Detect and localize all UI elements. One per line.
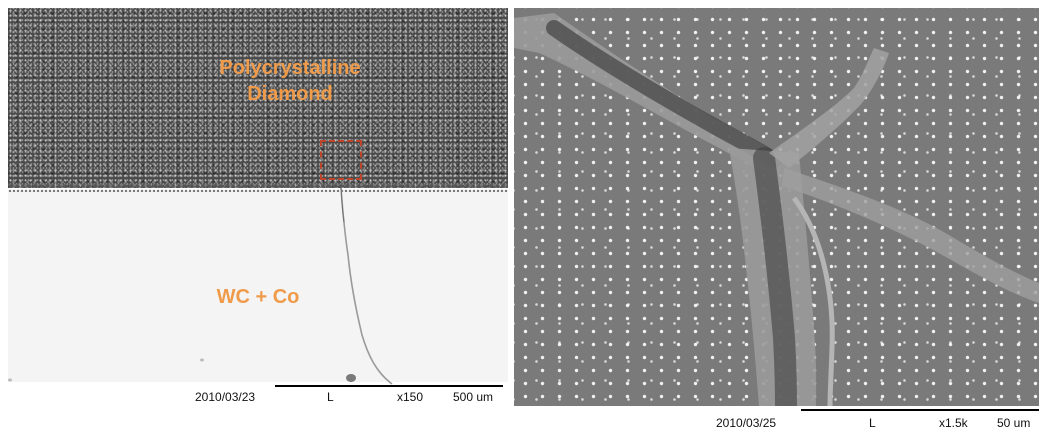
pcd-substrate-micrograph: Polycrystalline Diamond WC + Co 2010/03/… [0, 0, 510, 435]
scale-length: 50 um [997, 416, 1031, 430]
sem-detail-micrograph: 2010/03/25 L x1.5k 50 um [514, 0, 1039, 435]
right-scale-bar: 2010/03/25 L x1.5k 50 um [514, 406, 1039, 435]
scale-magnification: x150 [397, 390, 424, 404]
interface-edge [8, 182, 508, 192]
crack-band [782, 168, 1039, 303]
crack-core [753, 147, 797, 406]
crack-core [546, 20, 782, 168]
substrate-pit [346, 374, 356, 382]
substrate-pit [200, 358, 204, 362]
crack-line [340, 187, 393, 385]
zoom-region-box [320, 140, 362, 180]
scale-magnification: x1.5k [939, 416, 968, 430]
crack-network [514, 13, 1039, 406]
substrate-label: WC + Co [216, 286, 300, 308]
crack-line [791, 196, 835, 406]
scale-line [275, 385, 503, 387]
scale-date: 2010/03/23 [195, 390, 256, 404]
scale-mode: L [327, 390, 334, 404]
scale-mode: L [869, 416, 876, 430]
crack-band [769, 48, 889, 168]
polycrystalline-diamond-layer [8, 8, 508, 188]
left-scale-bar: 2010/03/23 L x150 500 um [0, 382, 510, 412]
crack-overlay [8, 187, 393, 385]
scale-line [801, 409, 1039, 411]
substrate-pit [8, 378, 12, 382]
pcd-label: Polycrystalline Diamond [219, 57, 361, 105]
wc-co-substrate-layer [8, 192, 508, 382]
scale-length: 500 um [453, 390, 494, 404]
scale-date: 2010/03/25 [716, 416, 777, 430]
crack-line [340, 187, 345, 223]
